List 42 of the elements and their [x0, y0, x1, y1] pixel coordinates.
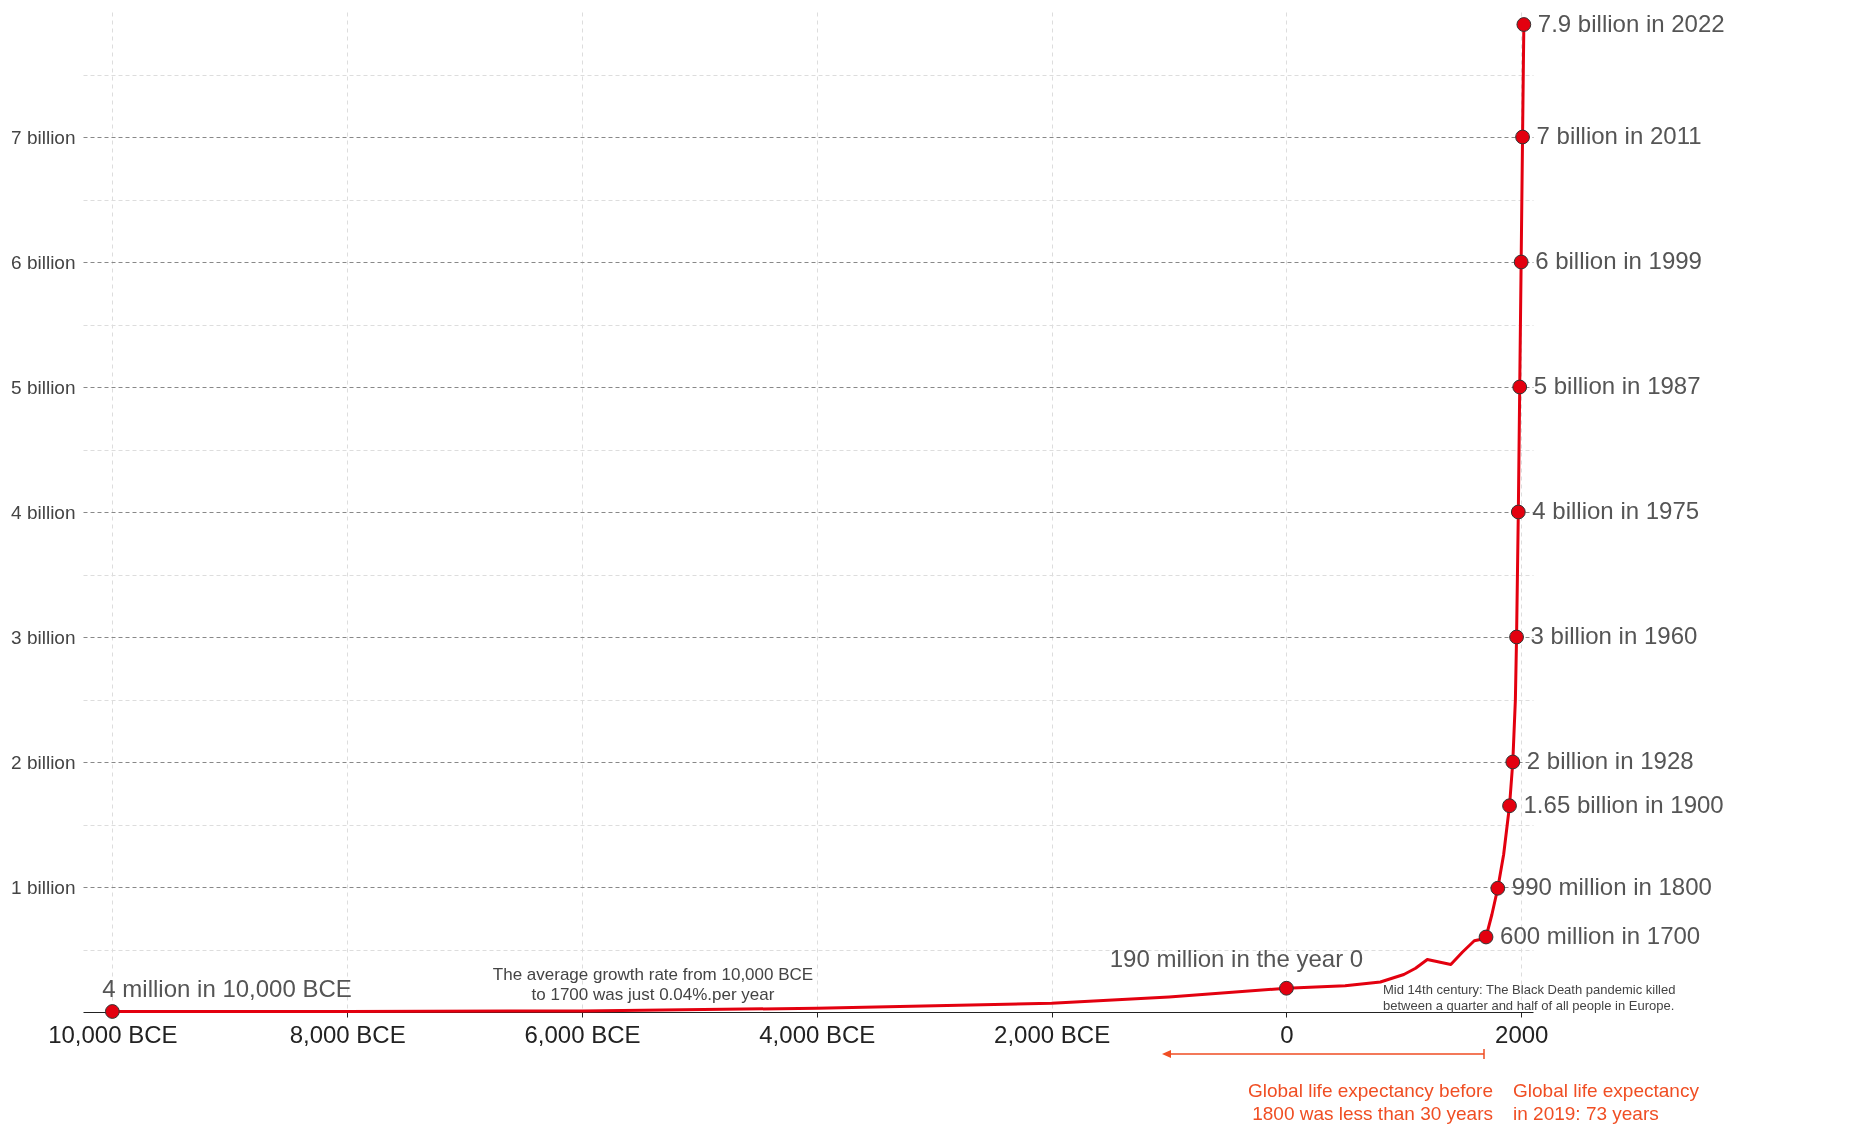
x-tick-label: 8,000 BCE: [289, 1020, 406, 1048]
point: [1515, 129, 1530, 145]
data-label: 6 billion in 1999: [1535, 247, 1702, 274]
point: [1516, 17, 1532, 32]
annotation: The average growth rate from 10,000 BCE to 1700 was just 0.04%.per year: [492, 965, 814, 1005]
point: [1279, 980, 1294, 996]
data-label: 5 billion in 1987: [1533, 372, 1701, 399]
data-label: 7.9 billion in 2022: [1537, 9, 1725, 37]
y-tick-label: 2 billion: [11, 751, 76, 773]
data-label: 2 billion in 1928: [1526, 747, 1694, 774]
point: [1490, 880, 1506, 896]
point: [1502, 798, 1517, 814]
data-label: 190 million in the year 0: [1109, 945, 1364, 973]
y-tick-label: 5 billion: [11, 376, 76, 398]
data-label: 1.65 billion in 1900: [1523, 790, 1724, 818]
point: [1478, 929, 1494, 945]
data-label: 7 billion in 2011: [1536, 122, 1702, 149]
data-label: 4 million in 10,000 BCE: [102, 974, 352, 1002]
x-tick-label: 4,000 BCE: [759, 1020, 876, 1048]
x-tick-label: 10,000 BCE: [48, 1020, 178, 1048]
data-label: 3 billion in 1960: [1530, 622, 1698, 649]
point: [1505, 754, 1521, 770]
annotation: Mid 14th century: The Black Death pandemic killed between a quarter and half of all people in Europe.: [1383, 982, 1676, 1013]
data-label: 990 million in 1800: [1511, 873, 1712, 901]
data-label: 4 billion in 1975: [1532, 497, 1700, 524]
point: [1512, 379, 1528, 395]
point: [104, 1004, 120, 1019]
text: Global life expectancy before 1800 was less than 30 years: [1247, 1080, 1493, 1124]
y-tick-label: 7 billion: [11, 126, 76, 148]
x-tick-label: 0: [1280, 1020, 1294, 1048]
y-tick-label: 6 billion: [11, 251, 76, 273]
text: Global life expectancy in 2019: 73 years: [1513, 1080, 1700, 1124]
y-tick-label: 4 billion: [11, 501, 76, 523]
y-tick-label: 3 billion: [11, 626, 76, 648]
point: [1513, 254, 1529, 270]
point: [1510, 504, 1526, 520]
x-tick-label: 2,000 BCE: [994, 1020, 1111, 1048]
point: [1509, 629, 1524, 645]
data-label: 600 million in 1700: [1500, 922, 1701, 949]
x-tick-label: 2000: [1495, 1020, 1549, 1048]
x-tick-label: 6,000 BCE: [524, 1020, 641, 1048]
y-tick-label: 1 billion: [11, 876, 76, 898]
